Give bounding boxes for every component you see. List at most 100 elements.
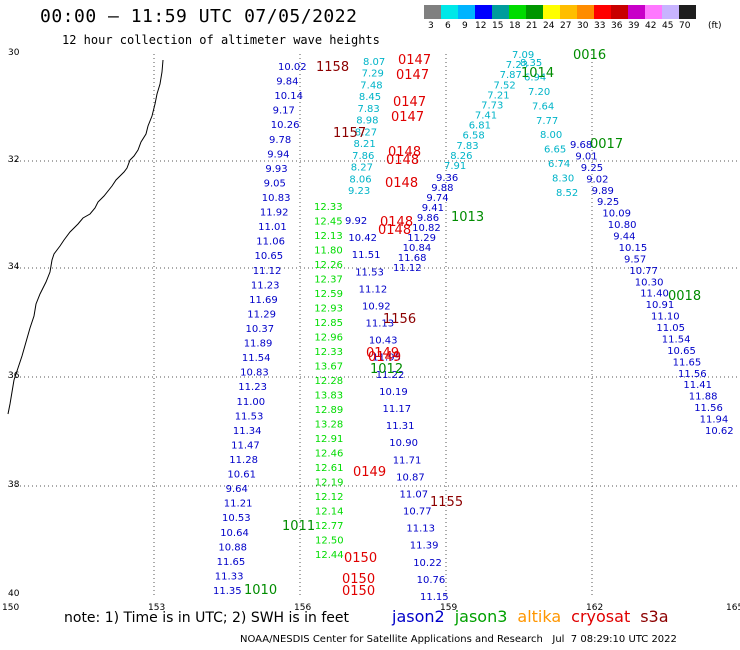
- wave-height-label: 7.21: [487, 90, 509, 101]
- wave-height-label: 10.84: [403, 243, 432, 254]
- wave-height-label: 11.12: [253, 266, 282, 277]
- satellite-name: cryosat: [571, 607, 631, 626]
- wave-height-label: 9.84: [276, 77, 298, 88]
- legend-swatch: [424, 5, 441, 19]
- wave-height-label: 12.50: [315, 536, 344, 547]
- wave-height-label: 10.37: [246, 324, 275, 335]
- wave-height-label: 10.90: [389, 438, 418, 449]
- longitude-label: 162: [586, 603, 604, 613]
- wave-height-label: 11.12: [393, 263, 422, 274]
- wave-height-label: 10.09: [602, 209, 631, 220]
- wave-height-label: 8.00: [540, 130, 562, 141]
- legend-swatch: [628, 5, 645, 19]
- legend-label: 21: [526, 21, 538, 31]
- pass-time-label: 0147: [398, 53, 431, 68]
- wave-height-label: 11.53: [355, 267, 384, 278]
- wave-height-label: 11.53: [235, 411, 264, 422]
- wave-height-label: 8.52: [556, 188, 578, 199]
- longitude-label: 159: [440, 603, 458, 613]
- pass-time-label: 0018: [668, 289, 701, 304]
- wave-height-label: 10.83: [262, 193, 291, 204]
- wave-height-label: 7.48: [360, 81, 382, 92]
- wave-height-label: 11.13: [406, 524, 435, 535]
- track-labels: 10.02 9.84 10.14 9.17 10.26 9.78 9.94 9.93 9.05 1…: [213, 48, 734, 603]
- wave-height-label: 7.87: [500, 70, 522, 81]
- wave-height-label: 8.07: [363, 57, 385, 68]
- legend-swatch: [594, 5, 611, 19]
- legend-label: 12: [475, 21, 487, 31]
- wave-height-label: 10.87: [396, 472, 425, 483]
- wave-height-label: 9.25: [581, 163, 603, 174]
- pass-time-label: 0148: [380, 215, 413, 230]
- wave-height-label: 10.64: [220, 528, 249, 539]
- satellite-name: s3a: [640, 607, 669, 626]
- wave-height-label: 9.02: [586, 174, 608, 185]
- wave-height-label: 12.61: [315, 463, 344, 474]
- wave-height-label: 12.85: [314, 318, 343, 329]
- wave-height-label: 9.17: [273, 106, 295, 117]
- legend-swatch: [611, 5, 628, 19]
- wave-height-label: 11.13: [366, 319, 395, 330]
- wave-height-label: 10.42: [348, 233, 377, 244]
- legend-label: 3: [428, 21, 434, 31]
- legend-label: 9: [462, 21, 468, 31]
- legend-swatch: [475, 5, 492, 19]
- wave-height-label: 7.86: [352, 151, 374, 162]
- longitude-label: 165: [726, 603, 740, 613]
- wave-height-label: 9.88: [431, 183, 453, 194]
- wave-height-label: 10.80: [608, 220, 637, 231]
- pass-time-label: 0147: [396, 68, 429, 83]
- wave-height-label: 12.77: [315, 521, 344, 532]
- wave-height-label: 11.22: [376, 370, 405, 381]
- wave-height-label: 8.26: [450, 151, 472, 162]
- latitude-label: 30: [8, 48, 20, 58]
- wave-height-label: 10.53: [222, 513, 251, 524]
- wave-height-label: 9.93: [265, 164, 287, 175]
- wave-height-label: 6.58: [463, 131, 485, 142]
- legend-swatch: [679, 5, 696, 19]
- wave-height-label: 10.30: [635, 277, 664, 288]
- legend-label: 36: [611, 21, 623, 31]
- wave-height-label: 6.81: [469, 121, 491, 132]
- wave-height-label: 11.88: [689, 392, 718, 403]
- page-title: 00:00 – 11:59 UTC 07/05/2022: [40, 6, 358, 27]
- wave-height-label: 11.31: [386, 421, 415, 432]
- latitude-label: 32: [8, 155, 20, 165]
- pass-time-label: 0147: [391, 110, 424, 125]
- wave-height-label: 11.17: [383, 404, 412, 415]
- wave-height-label: 8.06: [349, 174, 371, 185]
- pass-time-label: 0150: [344, 551, 377, 566]
- legend-label: 45: [662, 21, 674, 31]
- wave-height-label: 12.59: [314, 289, 343, 300]
- wave-height-label: 9.57: [624, 254, 646, 265]
- wave-height-label: 12.26: [314, 260, 343, 271]
- wave-height-label: 10.83: [240, 368, 269, 379]
- wave-height-label: 7.29: [362, 69, 384, 80]
- legend-swatch: [509, 5, 526, 19]
- wave-height-label: 12.44: [315, 550, 344, 561]
- wave-height-label: 9.41: [422, 203, 444, 214]
- wave-height-label: 8.98: [356, 116, 378, 127]
- legend-label: 27: [560, 21, 572, 31]
- legend-swatch: [458, 5, 475, 19]
- wave-height-label: 12.46: [315, 449, 344, 460]
- wave-height-label: 11.92: [260, 208, 289, 219]
- wave-height-label: 9.89: [592, 186, 614, 197]
- legend-label: 18: [509, 21, 521, 31]
- legend-swatch: [662, 5, 679, 19]
- wave-height-label: 11.06: [256, 237, 285, 248]
- wave-height-label: 10.82: [412, 223, 441, 234]
- longitude-label: 156: [294, 603, 312, 613]
- wave-height-label: 11.51: [352, 250, 381, 261]
- wave-height-label: 9.23: [348, 186, 370, 197]
- wave-height-label: 10.14: [274, 91, 303, 102]
- legend-label: 15: [492, 21, 504, 31]
- longitude-label: 150: [2, 603, 20, 613]
- satellite-legend: jason2 jason3 altika cryosat s3a: [392, 607, 679, 626]
- wave-height-label: 11.56: [694, 403, 723, 414]
- wave-height-label: 6.94: [524, 72, 546, 83]
- wave-height-label: 11.00: [237, 397, 266, 408]
- legend-label: 42: [645, 21, 657, 31]
- legend-swatch: [577, 5, 594, 19]
